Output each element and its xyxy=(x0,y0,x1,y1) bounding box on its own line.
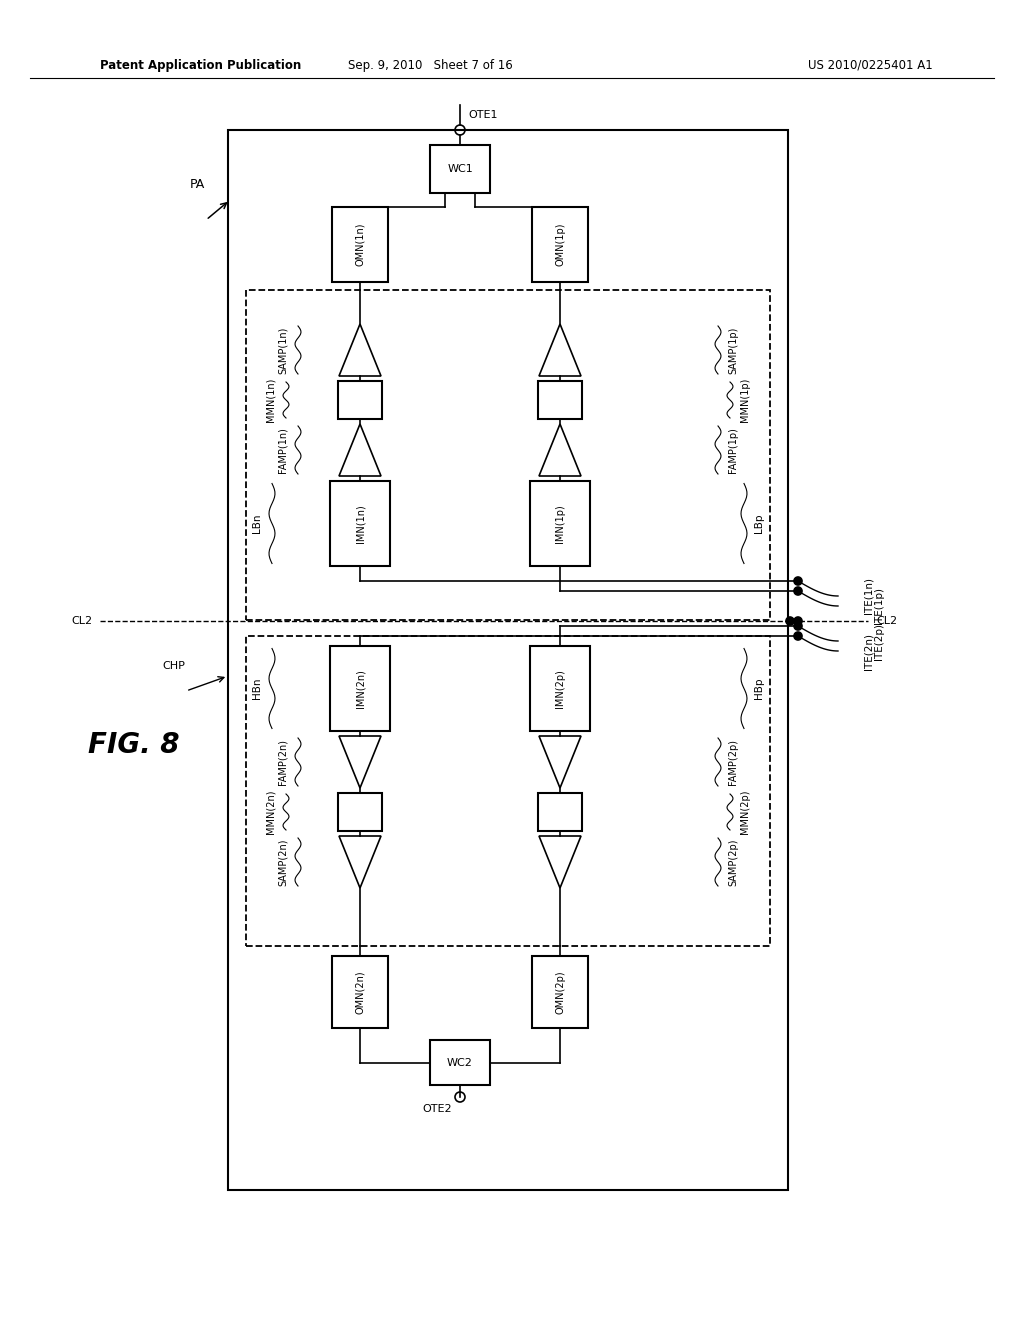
Text: WC2: WC2 xyxy=(447,1057,473,1068)
Text: CHP: CHP xyxy=(162,661,185,671)
Text: MMN(1n): MMN(1n) xyxy=(266,378,276,422)
Text: SAMP(1n): SAMP(1n) xyxy=(278,326,288,374)
Text: SAMP(1p): SAMP(1p) xyxy=(728,326,738,374)
Text: SAMP(2p): SAMP(2p) xyxy=(728,838,738,886)
Text: CL2: CL2 xyxy=(72,616,93,626)
Text: MMN(2p): MMN(2p) xyxy=(740,789,750,834)
Text: OMN(2n): OMN(2n) xyxy=(355,970,365,1014)
Bar xyxy=(246,290,770,620)
Text: Patent Application Publication: Patent Application Publication xyxy=(100,58,301,71)
Text: HBp: HBp xyxy=(754,677,764,700)
Circle shape xyxy=(794,587,802,595)
Text: FAMP(1n): FAMP(1n) xyxy=(278,428,288,473)
Circle shape xyxy=(794,632,802,640)
Text: OTE1: OTE1 xyxy=(468,110,498,120)
Text: IMN(1p): IMN(1p) xyxy=(555,504,565,543)
Bar xyxy=(330,480,390,566)
Text: WC1: WC1 xyxy=(447,164,473,174)
Bar xyxy=(332,207,388,282)
Text: OMN(1n): OMN(1n) xyxy=(355,223,365,267)
Text: ITE(1p): ITE(1p) xyxy=(874,587,884,624)
Text: OMN(1p): OMN(1p) xyxy=(555,223,565,267)
Text: Sep. 9, 2010   Sheet 7 of 16: Sep. 9, 2010 Sheet 7 of 16 xyxy=(347,58,512,71)
Bar xyxy=(430,1040,490,1085)
Text: PA: PA xyxy=(189,178,205,191)
Text: LBn: LBn xyxy=(252,513,262,533)
Circle shape xyxy=(794,577,802,585)
Text: ITE(2p): ITE(2p) xyxy=(874,623,884,660)
Bar xyxy=(532,207,588,282)
Bar xyxy=(330,645,390,731)
Text: MMN(2n): MMN(2n) xyxy=(266,789,276,834)
Text: FAMP(1p): FAMP(1p) xyxy=(728,428,738,473)
Bar xyxy=(530,645,590,731)
Bar xyxy=(538,381,582,418)
Text: IMN(2n): IMN(2n) xyxy=(355,669,365,708)
Text: FIG. 8: FIG. 8 xyxy=(88,731,179,759)
Text: OTE2: OTE2 xyxy=(422,1104,452,1114)
Bar xyxy=(338,793,382,832)
Text: IMN(1n): IMN(1n) xyxy=(355,504,365,543)
Circle shape xyxy=(794,616,802,624)
Text: OMN(2p): OMN(2p) xyxy=(555,970,565,1014)
Bar xyxy=(430,145,490,193)
Circle shape xyxy=(794,622,802,630)
Text: ITE(1n): ITE(1n) xyxy=(863,578,873,615)
Text: US 2010/0225401 A1: US 2010/0225401 A1 xyxy=(808,58,933,71)
Bar xyxy=(332,956,388,1028)
Text: CL2: CL2 xyxy=(876,616,897,626)
Bar xyxy=(530,480,590,566)
Text: HBn: HBn xyxy=(252,677,262,700)
Bar xyxy=(532,956,588,1028)
Text: SAMP(2n): SAMP(2n) xyxy=(278,838,288,886)
Bar xyxy=(338,381,382,418)
Bar xyxy=(228,129,788,1191)
Text: MMN(1p): MMN(1p) xyxy=(740,378,750,422)
Text: FAMP(2p): FAMP(2p) xyxy=(728,739,738,785)
Circle shape xyxy=(786,616,794,624)
Bar xyxy=(246,636,770,946)
Bar xyxy=(538,793,582,832)
Text: IMN(2p): IMN(2p) xyxy=(555,669,565,708)
Text: ITE(2n): ITE(2n) xyxy=(863,632,873,669)
Text: FAMP(2n): FAMP(2n) xyxy=(278,739,288,785)
Text: LBp: LBp xyxy=(754,513,764,533)
